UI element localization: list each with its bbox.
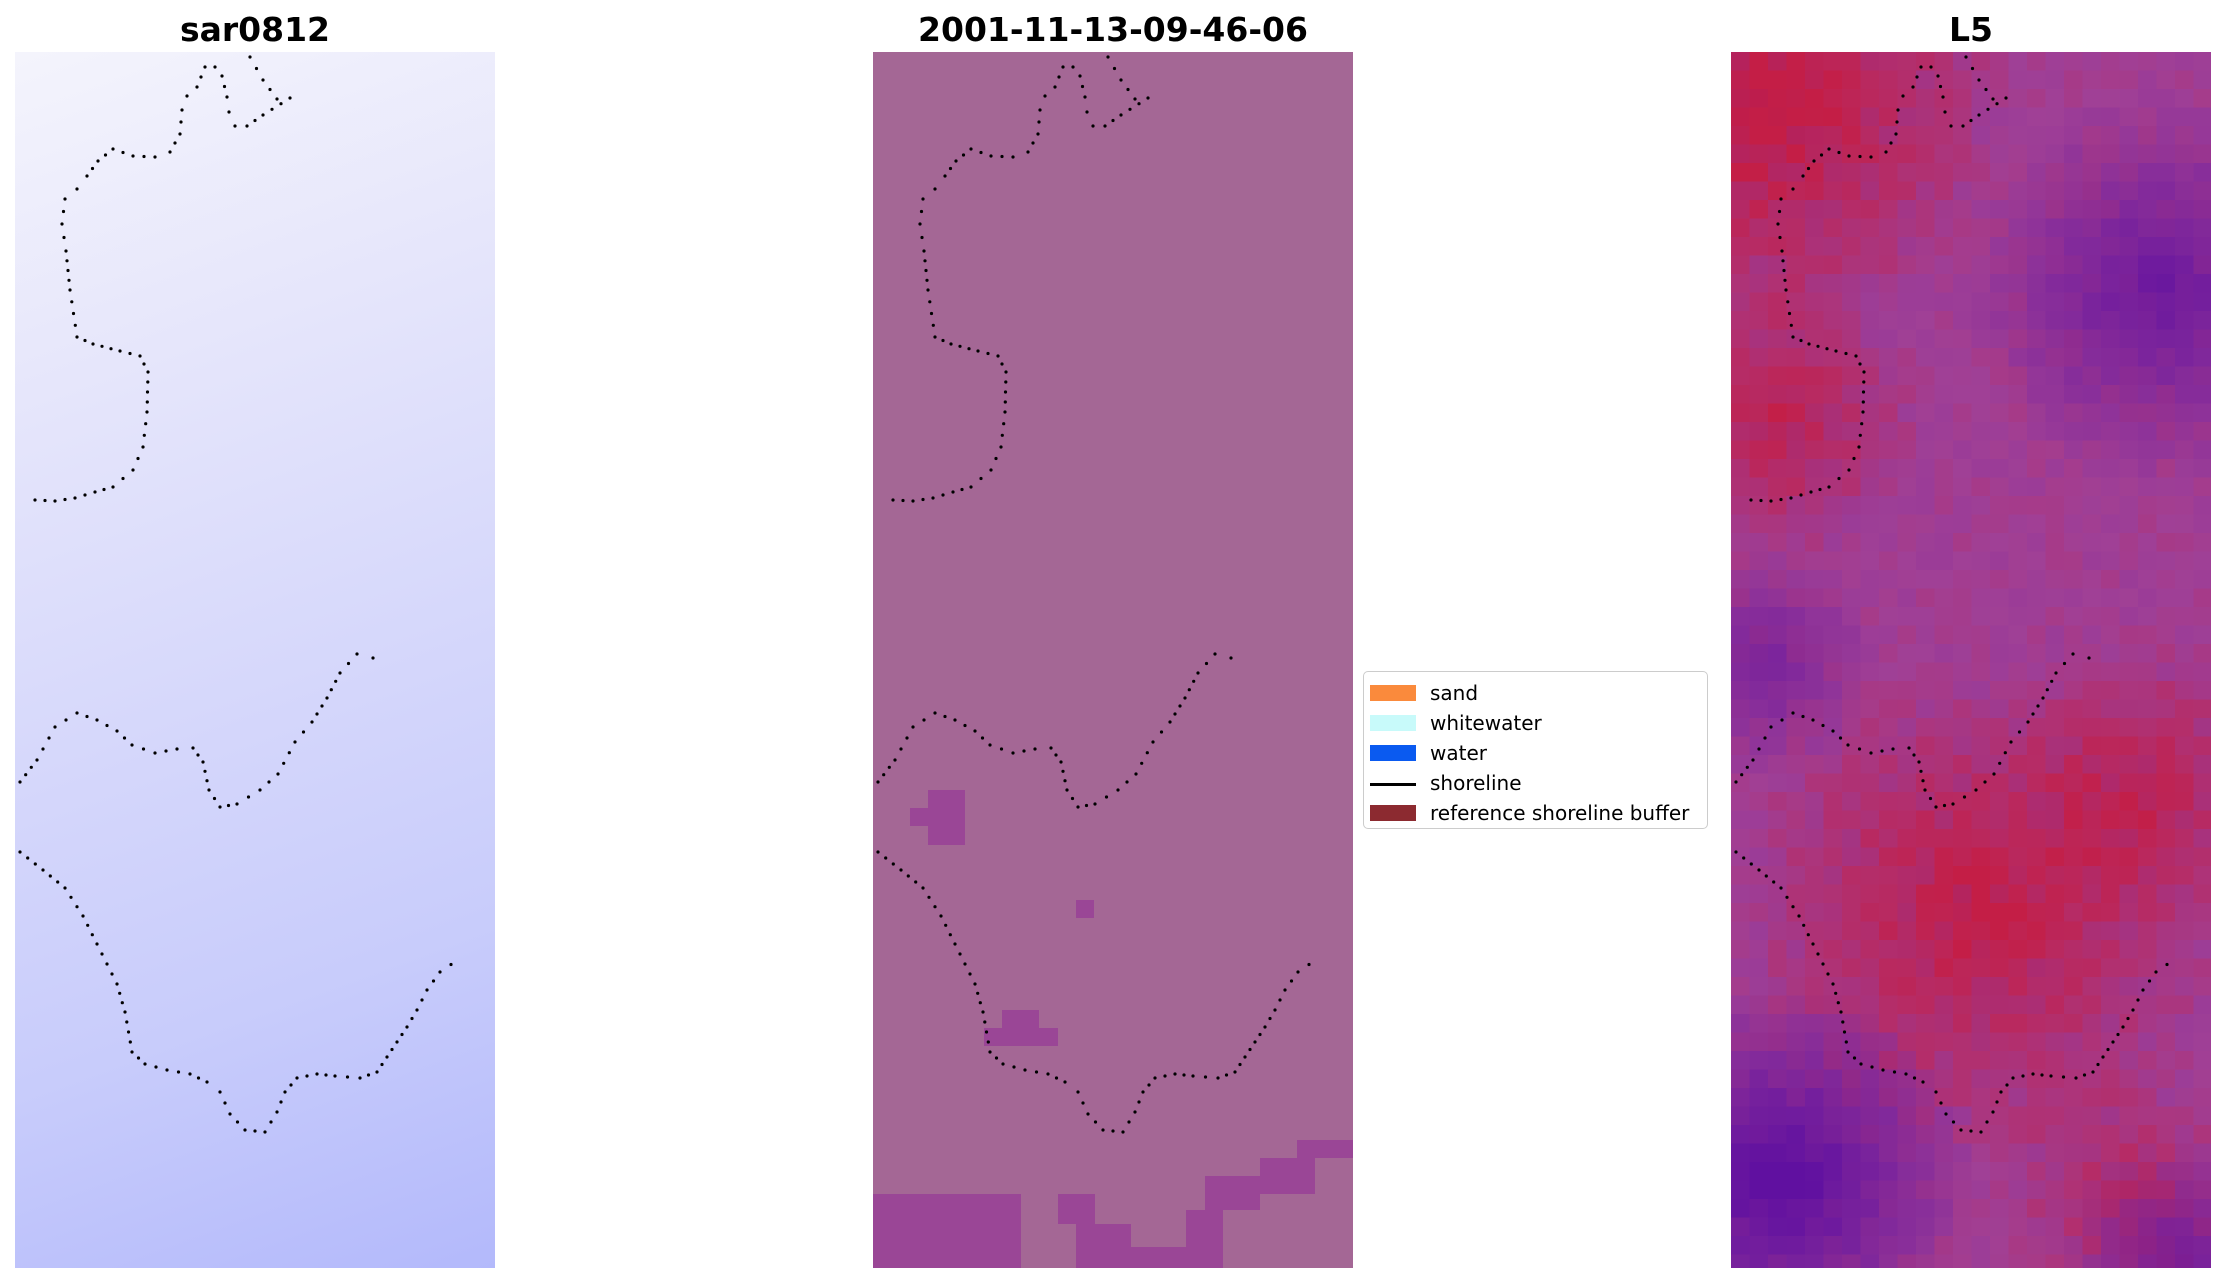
panel-title-date: 2001-11-13-09-46-06 bbox=[918, 10, 1308, 49]
shoreline-points bbox=[18, 55, 453, 1134]
l5-image-panel bbox=[1731, 52, 2211, 1268]
legend-item-shoreline: shoreline bbox=[1364, 768, 1707, 798]
legend-swatch-shoreline bbox=[1370, 783, 1416, 786]
legend-swatch-water bbox=[1370, 745, 1416, 761]
legend-item-reference-shoreline-buffer: reference shoreline buffer bbox=[1364, 798, 1707, 828]
sar-shoreline-overlay bbox=[18, 55, 453, 1134]
legend: sand whitewater water shoreline referenc… bbox=[1363, 671, 1708, 829]
sar-image-panel bbox=[15, 52, 495, 1268]
classification-image-panel bbox=[873, 52, 1353, 1268]
legend-swatch-sand bbox=[1370, 685, 1416, 701]
classification-overlay bbox=[873, 55, 1353, 1268]
panel-title-sar: sar0812 bbox=[179, 10, 331, 49]
shoreline-points bbox=[1734, 55, 2169, 1134]
legend-item-sand: sand bbox=[1364, 678, 1707, 708]
legend-label: whitewater bbox=[1430, 711, 1542, 735]
legend-label: sand bbox=[1430, 681, 1479, 705]
legend-swatch-whitewater bbox=[1370, 715, 1416, 731]
legend-label: shoreline bbox=[1430, 771, 1522, 795]
classification-patches bbox=[873, 790, 1353, 1268]
legend-label: water bbox=[1430, 741, 1487, 765]
legend-label: reference shoreline buffer bbox=[1430, 801, 1690, 825]
l5-overlay bbox=[1731, 52, 2211, 1268]
legend-item-whitewater: whitewater bbox=[1364, 708, 1707, 738]
legend-swatch-reference-buffer bbox=[1370, 805, 1416, 821]
panel-title-l5: L5 bbox=[1949, 10, 1993, 49]
legend-item-water: water bbox=[1364, 738, 1707, 768]
l5-pixel-mosaic bbox=[1731, 52, 2211, 1268]
shoreline-points bbox=[876, 55, 1311, 1134]
